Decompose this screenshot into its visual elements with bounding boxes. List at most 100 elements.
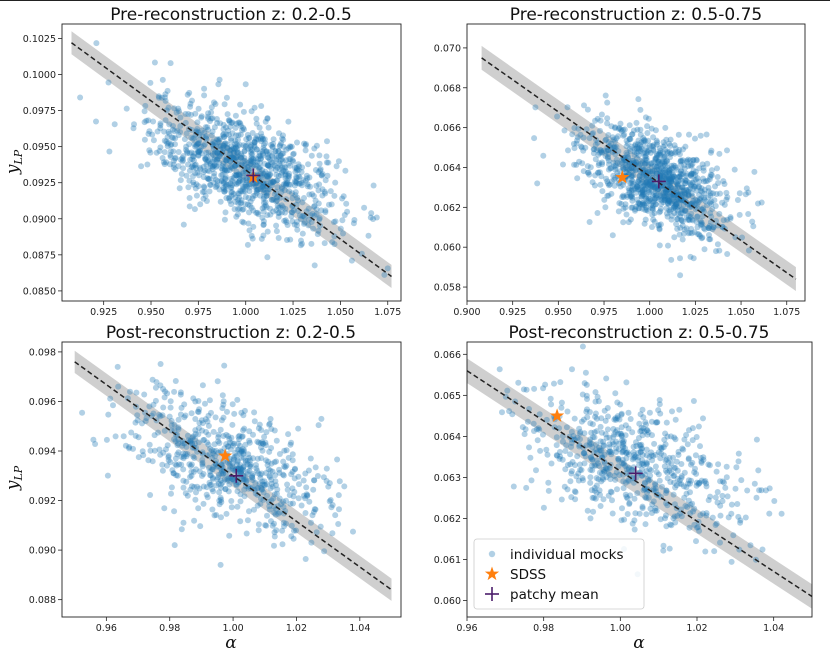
mock-point xyxy=(623,143,630,150)
mock-point xyxy=(198,114,205,121)
mock-point xyxy=(223,157,230,164)
mock-point xyxy=(251,183,258,190)
mock-point xyxy=(678,461,685,467)
mock-point xyxy=(215,438,222,445)
mock-point xyxy=(222,156,229,163)
mock-point xyxy=(747,542,754,549)
mock-point xyxy=(253,115,260,122)
mock-point xyxy=(613,416,619,423)
mock-point xyxy=(694,213,701,220)
mock-point xyxy=(220,401,227,408)
mock-point xyxy=(234,458,241,465)
mock-point xyxy=(580,134,587,141)
mock-point xyxy=(690,170,697,177)
mock-point xyxy=(660,154,667,161)
mock-point xyxy=(650,181,657,188)
mock-point xyxy=(639,192,646,198)
mock-point xyxy=(638,139,645,146)
mock-point xyxy=(629,456,636,463)
mock-point xyxy=(630,187,637,194)
mock-point xyxy=(653,469,660,476)
mock-point xyxy=(280,498,287,505)
y-tick-label: 0.061 xyxy=(434,555,461,566)
mock-point xyxy=(628,180,635,187)
mock-point xyxy=(180,450,186,457)
mock-point xyxy=(633,443,640,449)
mock-point xyxy=(252,192,259,199)
mock-point xyxy=(685,497,692,504)
mock-point xyxy=(279,209,285,216)
patchy-mean-marker xyxy=(651,174,666,189)
mock-point xyxy=(634,161,641,168)
mock-point xyxy=(666,193,673,200)
mock-point xyxy=(168,417,175,424)
mock-point xyxy=(196,147,203,154)
mock-point xyxy=(759,546,766,553)
mock-point xyxy=(258,486,265,493)
mock-point xyxy=(674,215,681,222)
mock-point xyxy=(176,185,183,192)
mock-point xyxy=(699,234,706,241)
mock-point xyxy=(574,134,581,141)
mock-point xyxy=(287,181,294,188)
mock-point xyxy=(253,136,260,143)
mock-point xyxy=(199,472,205,479)
mock-point xyxy=(560,438,566,445)
mock-point xyxy=(281,217,288,224)
mock-point xyxy=(591,429,598,436)
mock-point xyxy=(625,219,632,226)
mock-point xyxy=(127,388,133,395)
mock-point xyxy=(597,127,603,134)
mock-point xyxy=(613,469,620,476)
mock-point xyxy=(701,178,708,185)
mock-point xyxy=(233,181,240,188)
mock-point xyxy=(196,172,202,179)
mock-point xyxy=(691,183,698,190)
mock-point xyxy=(218,172,225,179)
mock-point xyxy=(593,489,600,496)
mock-point xyxy=(624,192,630,199)
mock-point xyxy=(586,441,593,448)
mock-point xyxy=(639,188,646,194)
mock-point xyxy=(194,140,201,147)
mock-point xyxy=(160,404,167,411)
mock-point xyxy=(79,409,86,416)
mock-point xyxy=(177,114,184,121)
mock-point xyxy=(209,466,216,473)
mock-point xyxy=(643,150,650,156)
mock-point xyxy=(636,205,643,212)
mock-point xyxy=(253,155,259,162)
mock-point xyxy=(277,204,284,211)
mock-point xyxy=(235,190,242,197)
mock-point xyxy=(195,398,202,404)
mock-point xyxy=(706,462,713,469)
mock-point xyxy=(638,472,645,479)
mock-point xyxy=(156,94,162,101)
mock-point xyxy=(282,205,289,212)
mock-point xyxy=(617,120,624,127)
mock-point xyxy=(295,495,302,502)
mock-point xyxy=(256,124,263,131)
mock-point xyxy=(279,135,286,142)
mock-point xyxy=(671,203,678,210)
mock-point xyxy=(602,465,609,472)
mock-point xyxy=(243,478,250,485)
mock-point xyxy=(276,469,283,476)
mock-point xyxy=(247,157,254,164)
mock-point xyxy=(629,131,635,138)
mock-point xyxy=(219,405,226,412)
mock-point xyxy=(311,506,318,513)
mock-point xyxy=(667,154,673,161)
mock-point xyxy=(295,180,302,187)
mock-point xyxy=(361,204,368,211)
mock-point xyxy=(639,457,646,464)
mock-point xyxy=(573,473,580,480)
mock-point xyxy=(738,477,745,484)
mock-point xyxy=(645,187,652,194)
mock-point xyxy=(316,152,323,159)
mock-point xyxy=(279,150,286,157)
patchy-mean-marker xyxy=(246,168,261,183)
mock-point xyxy=(199,189,206,195)
mock-point xyxy=(706,176,713,183)
mock-point xyxy=(227,158,234,165)
